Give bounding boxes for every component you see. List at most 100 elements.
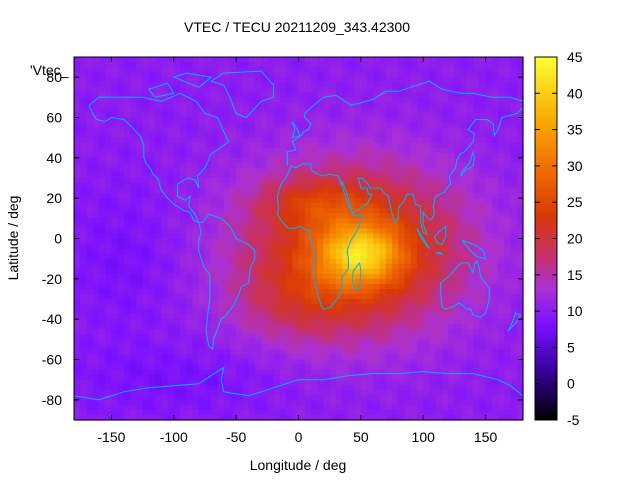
heatmap-cell [354, 127, 362, 134]
heatmap-cell [504, 92, 512, 98]
heatmap-cell [267, 248, 275, 255]
heatmap-cell [211, 157, 219, 164]
heatmap-cell [80, 178, 88, 184]
heatmap-cell [92, 379, 100, 386]
heatmap-cell [448, 223, 456, 230]
heatmap-cell [123, 263, 131, 270]
heatmap-cell [354, 359, 362, 366]
heatmap-cell [148, 122, 156, 129]
heatmap-cell [236, 188, 243, 194]
heatmap-cell [279, 92, 287, 98]
heatmap-cell [329, 193, 337, 199]
heatmap-cell [416, 127, 424, 134]
heatmap-cell [161, 198, 169, 204]
heatmap-cell [155, 349, 162, 356]
heatmap-cell [379, 248, 387, 255]
heatmap-cell [466, 172, 474, 179]
heatmap-cell [261, 208, 268, 214]
heatmap-cell [248, 208, 256, 214]
heatmap-cell [136, 228, 144, 235]
heatmap-cell [74, 87, 81, 93]
heatmap-cell [479, 198, 487, 204]
heatmap-cell [286, 97, 293, 103]
heatmap-cell [192, 87, 200, 93]
heatmap-cell [74, 203, 81, 209]
heatmap-cell [454, 304, 462, 310]
heatmap-cell [473, 359, 480, 366]
heatmap-cell [460, 359, 468, 366]
heatmap-cell [342, 72, 349, 78]
heatmap-cell [254, 344, 262, 351]
heatmap-cell [317, 178, 325, 184]
heatmap-cell [473, 334, 480, 340]
heatmap-cell [404, 87, 412, 93]
heatmap-cell [335, 278, 343, 285]
heatmap-cell [273, 288, 281, 295]
heatmap-cell [223, 379, 231, 386]
heatmap-cell [317, 213, 325, 219]
heatmap-cell [485, 268, 493, 275]
heatmap-cell [441, 137, 449, 144]
heatmap-cell [423, 319, 431, 325]
heatmap-cell [454, 147, 462, 154]
heatmap-cell [142, 394, 150, 401]
heatmap-cell [248, 319, 256, 325]
heatmap-cell [491, 329, 499, 335]
heatmap-cell [404, 339, 412, 345]
heatmap-cell [248, 384, 256, 391]
heatmap-cell [130, 218, 137, 224]
heatmap-cell [423, 87, 431, 93]
heatmap-cell [198, 278, 206, 285]
heatmap-cell [167, 228, 175, 235]
heatmap-cell [267, 273, 275, 280]
heatmap-cell [510, 228, 518, 235]
heatmap-cell [173, 137, 181, 144]
heatmap-cell [441, 178, 449, 184]
heatmap-cell [516, 319, 524, 325]
heatmap-cell [98, 369, 106, 376]
heatmap-cell [485, 344, 493, 351]
heatmap-cell [479, 263, 487, 270]
heatmap-cell [242, 233, 250, 240]
heatmap-cell [429, 188, 437, 194]
heatmap-cell [130, 132, 137, 139]
heatmap-cell [279, 57, 287, 63]
heatmap-cell [516, 167, 524, 174]
heatmap-cell [454, 314, 462, 320]
heatmap-cell [92, 198, 100, 204]
heatmap-cell [236, 344, 243, 351]
heatmap-cell [460, 213, 468, 219]
heatmap-cell [192, 188, 200, 194]
heatmap-cell [304, 268, 312, 275]
heatmap-cell [392, 283, 399, 290]
heatmap-cell [404, 218, 412, 224]
heatmap-cell [98, 102, 106, 109]
heatmap-cell [279, 334, 287, 340]
heatmap-cell [498, 178, 505, 184]
heatmap-cell [267, 344, 275, 351]
heatmap-cell [130, 213, 137, 219]
heatmap-cell [416, 293, 424, 300]
heatmap-cell [86, 314, 94, 320]
heatmap-cell [435, 137, 443, 144]
heatmap-cell [454, 127, 462, 134]
heatmap-cell [348, 77, 356, 83]
heatmap-cell [423, 122, 431, 129]
heatmap-cell [516, 117, 524, 124]
heatmap-cell [304, 223, 312, 230]
heatmap-cell [491, 102, 499, 109]
heatmap-cell [379, 309, 387, 315]
heatmap-cell [404, 102, 412, 109]
heatmap-cell [448, 374, 456, 381]
heatmap-cell [186, 299, 194, 305]
heatmap-cell [429, 314, 437, 320]
heatmap-cell [267, 82, 275, 88]
heatmap-cell [74, 379, 81, 386]
heatmap-cell [304, 178, 312, 184]
heatmap-cell [167, 243, 175, 250]
heatmap-cell [448, 203, 456, 209]
heatmap-cell [186, 374, 194, 381]
heatmap-cell [441, 208, 449, 214]
heatmap-cell [454, 299, 462, 305]
heatmap-cell [204, 293, 212, 300]
